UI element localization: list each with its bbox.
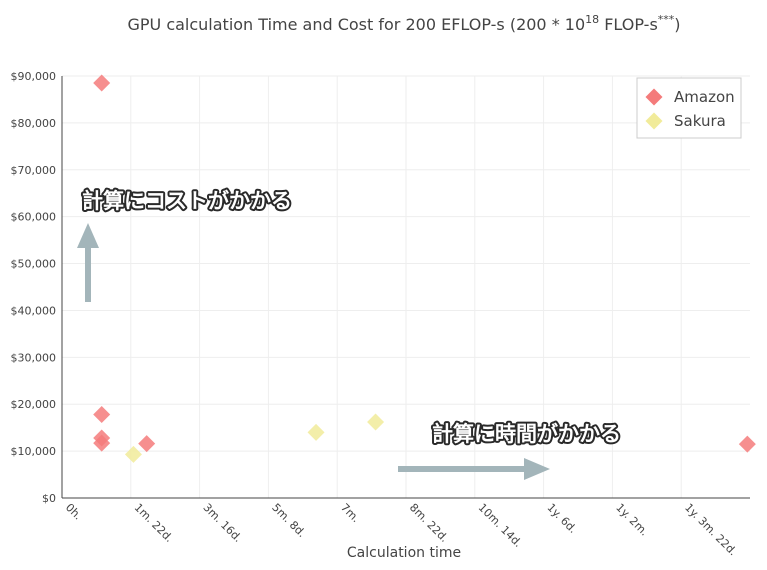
sakura-point[interactable]	[307, 423, 325, 441]
y-tick-label: $70,000	[11, 164, 57, 177]
gridlines	[62, 75, 750, 498]
legend-label-amazon: Amazon	[674, 88, 735, 106]
y-tick-label: $20,000	[11, 398, 57, 411]
amazon-point[interactable]	[738, 435, 756, 453]
y-tick-label: $10,000	[11, 445, 57, 458]
amazon-point[interactable]	[93, 74, 111, 92]
x-tick-label: 1y. 3m. 22d.	[682, 501, 739, 558]
y-tick-labels: $0 $10,000 $20,000 $30,000 $40,000 $50,000 $60…	[11, 70, 57, 505]
x-tick-label: 7m.	[338, 501, 362, 525]
x-tick-label: 1m. 22d.	[132, 501, 176, 545]
y-tick-label: $30,000	[11, 351, 57, 364]
annotation-time: 計算に時間がかかる	[398, 420, 623, 480]
data-points	[93, 74, 756, 463]
y-tick-label: $0	[42, 492, 56, 505]
chart-title: GPU calculation Time and Cost for 200 EF…	[127, 13, 680, 34]
sakura-point[interactable]	[124, 445, 142, 463]
x-tick-label: 8m. 22d.	[407, 501, 451, 545]
annotation-cost-text: 計算にコストがかかる	[82, 189, 292, 213]
y-tick-label: $60,000	[11, 211, 57, 224]
x-tick-label: 0h.	[63, 501, 85, 523]
sakura-point[interactable]	[367, 413, 385, 431]
legend-swatch-sakura	[645, 112, 663, 130]
legend-swatch-amazon	[645, 88, 663, 106]
annotation-time-text: 計算に時間がかかる	[432, 422, 621, 446]
x-tick-label: 1y. 6d.	[544, 501, 579, 536]
axes	[61, 76, 750, 499]
y-tick-label: $80,000	[11, 117, 57, 130]
x-axis-title: Calculation time	[347, 545, 461, 561]
legend[interactable]: Amazon Sakura	[636, 77, 742, 139]
annotation-cost: 計算にコストがかかる	[77, 187, 294, 302]
amazon-point[interactable]	[138, 435, 156, 453]
y-tick-label: $90,000	[11, 70, 57, 83]
amazon-point[interactable]	[93, 434, 111, 452]
x-tick-label: 10m. 14d.	[476, 501, 525, 550]
y-tick-label: $40,000	[11, 304, 57, 317]
x-tick-label: 1y. 2m.	[613, 501, 651, 539]
x-tick-label: 3m. 16d.	[200, 501, 244, 545]
y-tick-label: $50,000	[11, 258, 57, 271]
arrow-up-cost	[77, 223, 99, 302]
arrow-right-time	[398, 458, 550, 480]
legend-label-sakura: Sakura	[674, 112, 726, 130]
x-tick-label: 5m. 8d.	[269, 501, 308, 540]
amazon-point[interactable]	[93, 406, 111, 424]
